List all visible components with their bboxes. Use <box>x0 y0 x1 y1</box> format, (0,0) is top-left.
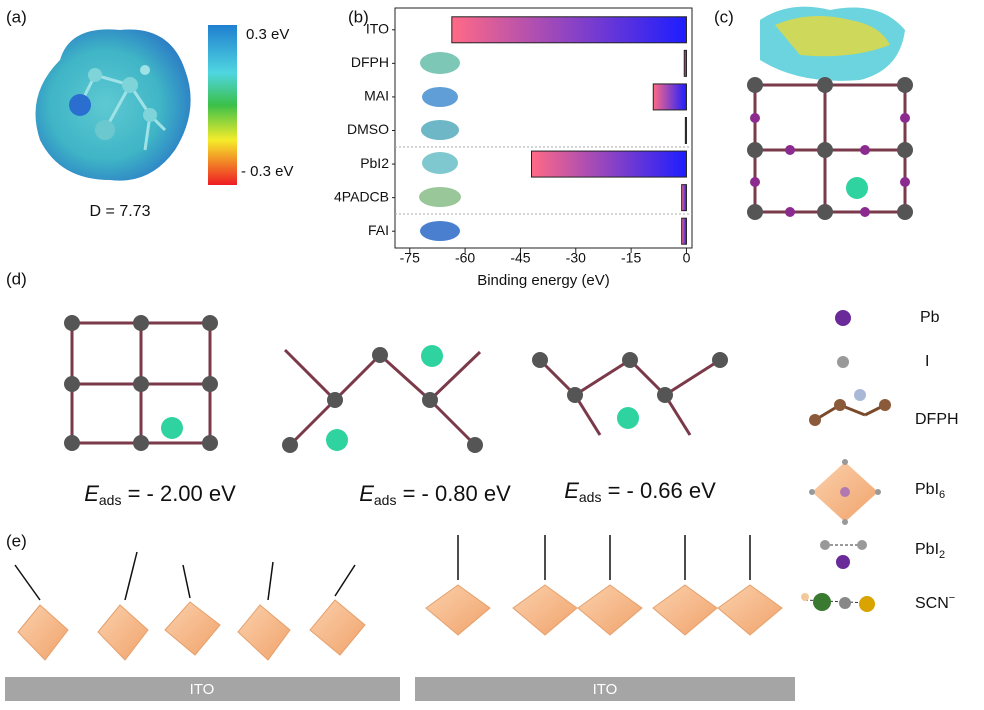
dipole-label: D = 7.73 <box>90 203 151 220</box>
legend-label: DFPH <box>915 411 959 428</box>
bar <box>652 83 687 111</box>
bar <box>683 49 687 77</box>
x-axis-label: Binding energy (eV) <box>477 272 610 289</box>
octahedra-e <box>14 535 783 661</box>
molecule-thumbnails <box>419 52 461 241</box>
subscript: ads <box>579 489 602 505</box>
panel-label: (a) <box>6 7 27 26</box>
symbol: E <box>84 481 99 506</box>
y-tick-label: DFPH <box>351 54 389 70</box>
value: = - 2.00 eV <box>121 481 236 506</box>
adsorption-energy: Eads = - 0.66 eV <box>564 478 716 505</box>
value: = - 0.66 eV <box>601 478 716 503</box>
atoms-d <box>64 315 728 453</box>
y-tick-label: DMSO <box>347 121 389 137</box>
x-tick-label: -15 <box>621 250 641 266</box>
x-tick-label: -45 <box>510 250 530 266</box>
subscript: 2 <box>939 549 945 561</box>
panel-label: (c) <box>714 7 734 26</box>
symbol: E <box>564 478 579 503</box>
subscript: ads <box>374 492 397 508</box>
legend-label: I <box>925 353 929 370</box>
substrate <box>415 677 795 701</box>
colorbar-label: - 0.3 eV <box>241 163 294 180</box>
colorbar-label: 0.3 eV <box>246 26 289 43</box>
bar <box>681 217 687 245</box>
x-tick-label: -30 <box>566 250 586 266</box>
adsorption-energy: Eads = - 0.80 eV <box>359 481 511 508</box>
y-tick-label: PbI2 <box>360 155 389 171</box>
colorbar <box>208 25 237 185</box>
legend-label: PbI2 <box>915 541 945 561</box>
bar <box>531 150 687 178</box>
legend-label: SCN− <box>915 592 955 612</box>
legend-text: SCN <box>915 595 949 612</box>
panel-label: (b) <box>348 7 369 26</box>
substrate <box>5 677 400 701</box>
legend-text: PbI <box>915 481 939 498</box>
x-tick-label: -60 <box>455 250 475 266</box>
superscript: − <box>949 592 955 604</box>
legend-label: PbI6 <box>915 481 945 501</box>
subscript: 6 <box>939 489 945 501</box>
plot-frame <box>394 7 693 249</box>
panel-label: (d) <box>6 269 27 288</box>
value: = - 0.80 eV <box>396 481 511 506</box>
bar <box>684 117 687 144</box>
legend-text: PbI <box>915 541 939 558</box>
symbol: E <box>359 481 374 506</box>
substrate-label: ITO <box>190 681 215 698</box>
esp-molecule <box>35 29 191 181</box>
y-tick-label: MAI <box>364 88 389 104</box>
bar <box>681 184 687 212</box>
subscript: ads <box>99 492 122 508</box>
panel-label: (e) <box>6 531 27 550</box>
x-tick-label: -75 <box>400 250 420 266</box>
adsorption-energy: Eads = - 2.00 eV <box>84 481 236 508</box>
y-tick-label: 4PADCB <box>334 188 389 204</box>
substrate-label: ITO <box>593 681 618 698</box>
bar <box>451 16 687 44</box>
legend-label: Pb <box>920 309 940 326</box>
legend-icons <box>801 310 891 612</box>
x-tick-label: 0 <box>683 250 691 266</box>
y-tick-label: ITO <box>366 20 389 36</box>
lattice-c <box>747 6 913 220</box>
y-tick-label: FAI <box>368 222 389 238</box>
